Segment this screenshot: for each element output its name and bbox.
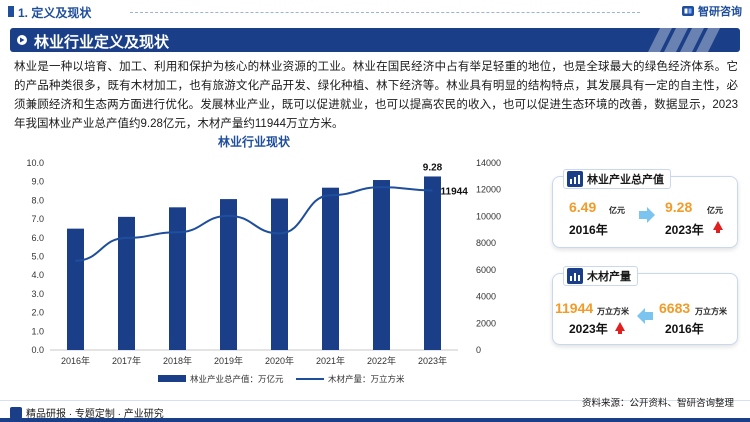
footer-tagline: 精品研报 · 专题定制 · 产业研究: [26, 409, 164, 420]
legend-line-label: 木材产量：万立方米: [328, 374, 405, 384]
bar: [220, 199, 237, 350]
up-arrow-icon: [713, 221, 723, 233]
banner-title: 林业行业定义及现状: [34, 34, 170, 51]
footer-logo-icon: [10, 406, 22, 419]
footer-divider: [0, 400, 750, 401]
x-tick-label: 2021年: [316, 355, 345, 366]
section-marker: [8, 6, 14, 17]
bar: [271, 198, 288, 350]
y-left-tick-label: 5.0: [31, 252, 44, 262]
card-output-tag: 林业产业总产值: [563, 169, 671, 189]
chart-title: 林业行业现状: [218, 134, 291, 149]
chart-svg: 林业行业现状 0.0 1.0 2.0 3.0 4.0 5.0 6.0 7.0 8.0 9.0 10.0…: [26, 134, 501, 384]
y-right-tick-label: 4000: [476, 292, 496, 302]
title-banner: 林业行业定义及现状: [10, 28, 740, 52]
timber-to-value: 11944: [555, 300, 594, 316]
chart-icon: [567, 171, 583, 187]
output-from-value: 6.49: [569, 199, 597, 215]
card-output-title: 林业产业总产值: [587, 174, 664, 186]
bar: [424, 176, 441, 350]
y-left-tick-label: 2.0: [31, 308, 44, 318]
x-tick-label: 2017年: [112, 355, 141, 366]
banner-stripes-decoration: [648, 28, 720, 52]
up-arrow-icon: [615, 322, 625, 334]
arrow-left-icon: [637, 308, 653, 324]
legend-bar-label: 林业产业总产值：万亿元: [190, 374, 284, 384]
brand[interactable]: 智研咨询: [681, 3, 742, 19]
bar: [118, 216, 135, 350]
bar: [67, 228, 84, 350]
card-timber-title: 木材产量: [587, 271, 631, 283]
brand-name: 智研咨询: [698, 6, 742, 18]
output-to-year: 2023年: [665, 223, 704, 237]
y-left-tick-label: 0.0: [31, 345, 44, 355]
y-right-tick-label: 10000: [476, 211, 501, 221]
brand-logo-icon: [682, 6, 694, 16]
y-right-tick-label: 2000: [476, 318, 496, 328]
x-tick-label: 2016年: [61, 355, 90, 366]
arrow-right-icon: [639, 207, 655, 223]
y-left-tick-label: 3.0: [31, 289, 44, 299]
x-tick-label: 2022年: [367, 355, 396, 366]
header-divider: [130, 12, 640, 13]
y-left-tick-label: 6.0: [31, 233, 44, 243]
y-left-tick-label: 7.0: [31, 214, 44, 224]
bottom-bar: [0, 418, 750, 422]
output-from-year: 2016年: [569, 223, 608, 237]
footer-source: 资料来源：公开资料、智研咨询整理: [581, 398, 734, 409]
y-right-tick-label: 12000: [476, 185, 501, 195]
line-data-label: 11944: [441, 186, 469, 197]
output-from-unit: 亿元: [609, 206, 625, 215]
y-right-tick-label: 0: [476, 345, 481, 355]
y-right-tick-label: 6000: [476, 265, 496, 275]
y-right-tick-label: 8000: [476, 238, 496, 248]
x-tick-label: 2020年: [265, 355, 294, 366]
timber-from-value: 6683: [659, 300, 691, 316]
x-tick-label: 2019年: [214, 355, 243, 366]
section-title: 1. 定义及现状: [18, 6, 92, 20]
timber-to-year: 2023年: [569, 322, 608, 336]
y-left-tick-label: 10.0: [26, 158, 44, 168]
card-timber-tag: 木材产量: [563, 266, 638, 286]
y-left-tick-label: 1.0: [31, 326, 44, 336]
timber-line: [75, 186, 433, 262]
bar-data-label: 9.28: [423, 162, 443, 173]
y-left-tick-label: 8.0: [31, 195, 44, 205]
x-tick-label: 2018年: [163, 355, 192, 366]
forestry-chart: 林业行业现状 0.0 1.0 2.0 3.0 4.0 5.0 6.0 7.0 8.0 9.0 10.0…: [10, 132, 520, 392]
card-timber-output: 木材产量 11944 万立方米 2023年 6683 万立方米 2016年: [552, 266, 738, 345]
banner-bullet-icon: [17, 35, 27, 45]
bar: [373, 180, 390, 350]
legend-bar-swatch: [158, 375, 186, 382]
timber-to-unit: 万立方米: [597, 307, 629, 316]
top-header: 1. 定义及现状 智研咨询: [0, 0, 750, 24]
y-right-tick-label: 14000: [476, 158, 501, 168]
bar-chart-icon: [567, 268, 583, 284]
timber-from-year: 2016年: [665, 322, 704, 336]
output-to-value: 9.28: [665, 199, 693, 215]
footer-left: 精品研报 · 专题定制 · 产业研究: [10, 405, 164, 420]
y-left-tick-label: 9.0: [31, 177, 44, 187]
timber-from-unit: 万立方米: [695, 307, 727, 316]
y-left-tick-label: 4.0: [31, 270, 44, 280]
card-output-value: 林业产业总产值 6.49 亿元 2016年 9.28 亿元 2023年: [552, 169, 738, 248]
intro-paragraph: 林业是一种以培育、加工、利用和保护为核心的林业资源的工业。林业在国民经济中占有举…: [14, 61, 738, 130]
bar: [169, 207, 186, 350]
x-tick-label: 2023年: [418, 355, 447, 366]
bar: [322, 187, 339, 350]
output-to-unit: 亿元: [707, 206, 723, 215]
